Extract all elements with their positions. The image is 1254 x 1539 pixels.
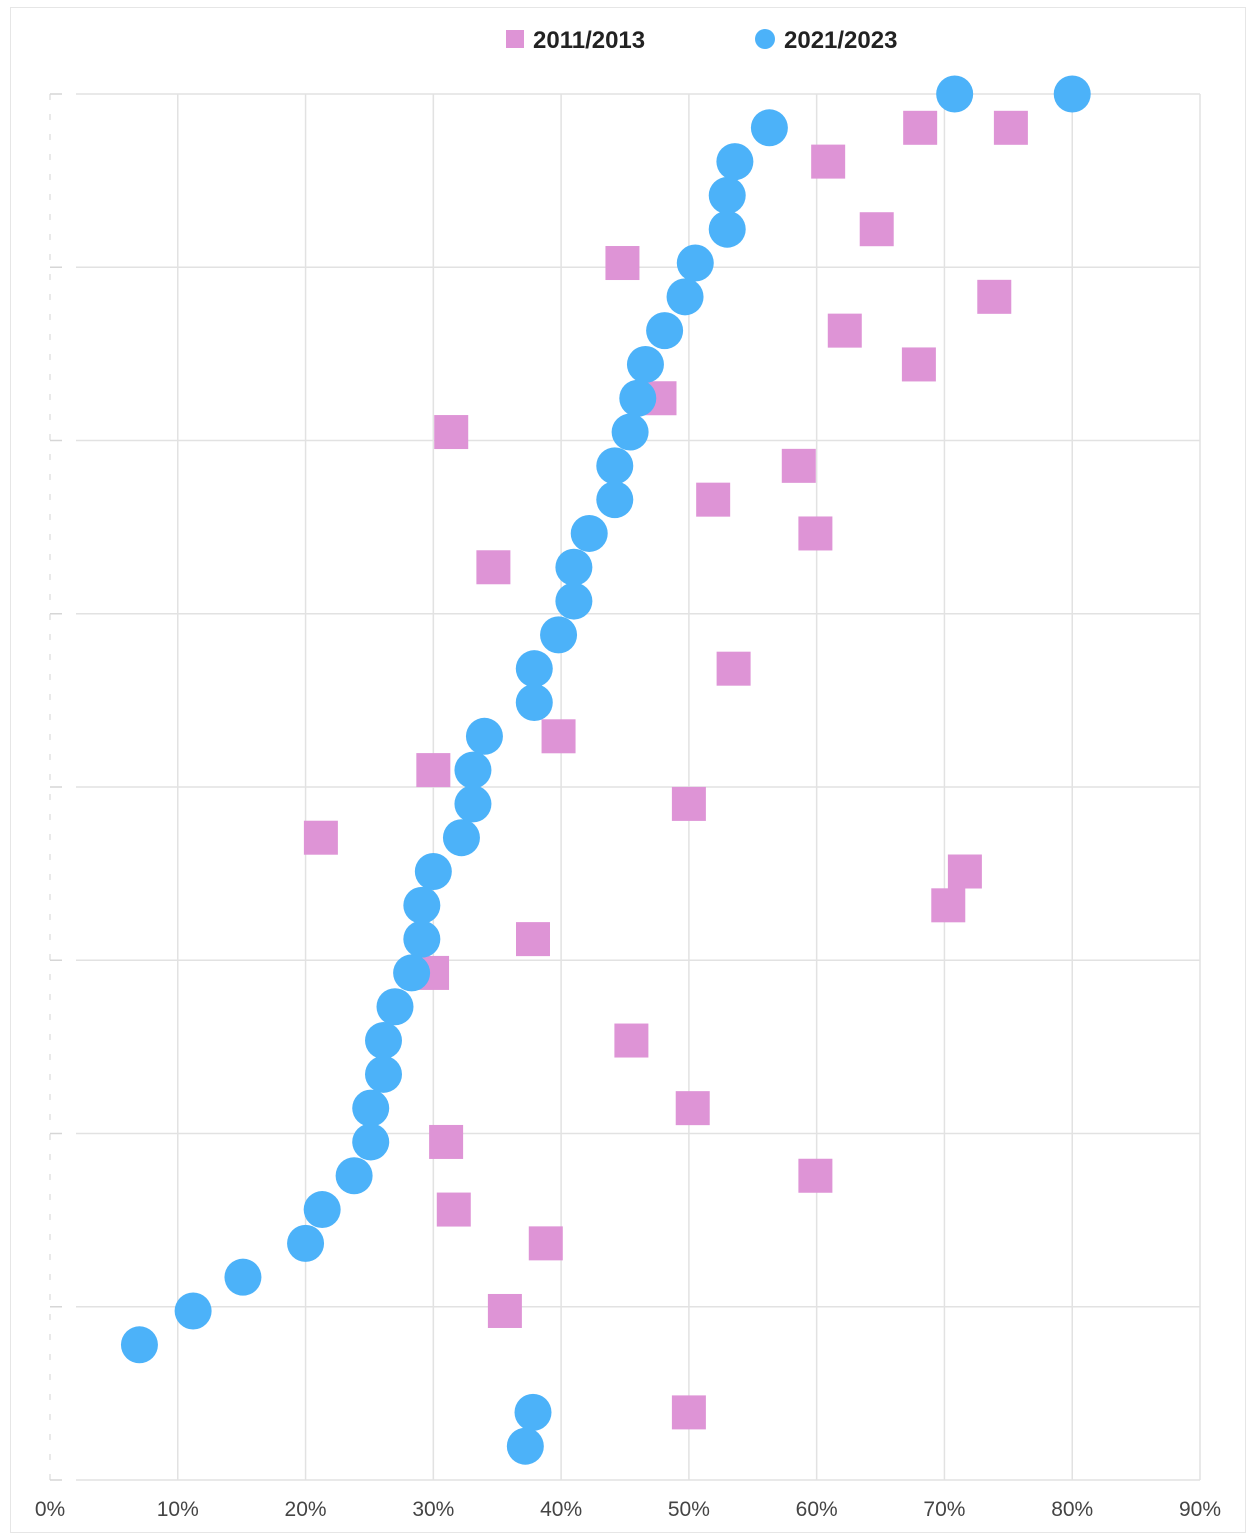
- data-point-2021-2023: [555, 548, 593, 586]
- data-point-2021-2023: [1053, 75, 1091, 113]
- data-point-2021-2023: [708, 210, 746, 248]
- data-point-2011-2013: [516, 922, 550, 957]
- data-point-2011-2013: [614, 1023, 649, 1058]
- data-point-2011-2013: [303, 820, 338, 855]
- data-point-2021-2023: [750, 109, 788, 147]
- data-point-2021-2023: [666, 278, 704, 316]
- data-point-2021-2023: [646, 312, 684, 350]
- data-point-2011-2013: [859, 212, 894, 247]
- data-point-2021-2023: [352, 1089, 390, 1127]
- data-point-2011-2013: [675, 1091, 710, 1126]
- data-point-2011-2013: [671, 1395, 706, 1430]
- x-tick-label: 10%: [157, 1498, 199, 1521]
- x-tick-label: 70%: [923, 1498, 965, 1521]
- legend-label-2021-2023: 2021/2023: [784, 27, 897, 54]
- data-point-2021-2023: [596, 447, 634, 485]
- data-point-2021-2023: [376, 988, 414, 1026]
- data-point-2021-2023: [540, 616, 578, 654]
- data-point-2021-2023: [626, 345, 664, 383]
- data-point-2011-2013: [931, 888, 966, 923]
- x-tick-label: 40%: [540, 1498, 582, 1521]
- data-point-2011-2013: [798, 516, 833, 551]
- x-tick-label: 90%: [1179, 1498, 1221, 1521]
- data-point-2011-2013: [947, 854, 982, 889]
- data-point-2011-2013: [903, 110, 938, 145]
- data-point-2021-2023: [414, 853, 452, 891]
- data-point-2021-2023: [676, 244, 714, 282]
- data-point-2011-2013: [416, 753, 451, 788]
- data-point-2011-2013: [798, 1158, 833, 1193]
- data-point-2011-2013: [487, 1293, 522, 1328]
- x-tick-label: 0%: [35, 1498, 65, 1521]
- data-point-2021-2023: [335, 1157, 373, 1195]
- data-point-2021-2023: [555, 582, 593, 620]
- data-point-2021-2023: [120, 1326, 158, 1364]
- data-point-2021-2023: [515, 650, 553, 688]
- data-point-2021-2023: [303, 1191, 341, 1229]
- x-axis-ticks: 0% 10% 20% 30% 40% 50% 60% 70% 80% 90%: [35, 1498, 1221, 1521]
- series-2011-2013: [303, 110, 1028, 1430]
- data-point-2021-2023: [465, 717, 503, 755]
- data-point-2021-2023: [936, 75, 974, 113]
- data-point-2011-2013: [541, 719, 576, 754]
- data-point-2021-2023: [454, 785, 492, 823]
- series-2021-2023: [120, 75, 1091, 1465]
- data-point-2021-2023: [611, 413, 649, 451]
- data-point-2021-2023: [403, 886, 441, 924]
- data-point-2011-2013: [476, 550, 511, 585]
- data-point-2011-2013: [696, 482, 731, 517]
- data-point-2021-2023: [393, 954, 431, 992]
- data-point-2011-2013: [716, 651, 751, 686]
- data-point-2011-2013: [671, 786, 706, 821]
- data-point-2021-2023: [174, 1292, 212, 1330]
- data-point-2021-2023: [352, 1123, 390, 1161]
- x-tick-label: 50%: [668, 1498, 710, 1521]
- data-point-2011-2013: [993, 110, 1028, 145]
- data-point-2021-2023: [287, 1224, 325, 1262]
- legend-swatch-2021-2023: [755, 29, 775, 49]
- x-tick-label: 80%: [1051, 1498, 1093, 1521]
- data-point-2021-2023: [596, 481, 634, 519]
- data-point-2011-2013: [811, 144, 846, 179]
- legend: 2011/2013 2021/2023: [506, 27, 897, 54]
- data-point-2021-2023: [365, 1022, 402, 1060]
- gridlines: [49, 93, 1201, 1481]
- data-point-2011-2013: [781, 448, 816, 483]
- x-tick-label: 30%: [412, 1498, 454, 1521]
- data-point-2011-2013: [434, 415, 469, 450]
- x-tick-label: 20%: [285, 1498, 327, 1521]
- legend-swatch-2011-2013: [506, 30, 524, 48]
- data-point-2021-2023: [514, 1393, 552, 1431]
- data-point-2021-2023: [506, 1427, 544, 1465]
- data-point-2021-2023: [365, 1055, 402, 1093]
- data-point-2021-2023: [619, 379, 657, 417]
- data-point-2011-2013: [528, 1226, 563, 1261]
- data-point-2021-2023: [716, 143, 754, 181]
- data-point-2021-2023: [708, 176, 746, 214]
- legend-label-2011-2013: 2011/2013: [533, 27, 645, 54]
- data-point-2011-2013: [436, 1192, 471, 1227]
- data-point-2021-2023: [570, 514, 608, 552]
- data-point-2021-2023: [442, 819, 480, 857]
- data-point-2011-2013: [429, 1124, 464, 1159]
- data-point-2021-2023: [454, 751, 492, 789]
- data-point-2011-2013: [827, 313, 862, 348]
- data-point-2011-2013: [605, 246, 640, 281]
- data-point-2021-2023: [224, 1258, 262, 1296]
- x-tick-label: 60%: [796, 1498, 838, 1521]
- data-point-2011-2013: [901, 347, 936, 382]
- data-point-2021-2023: [403, 920, 441, 958]
- data-point-2021-2023: [515, 683, 553, 721]
- data-point-2011-2013: [977, 279, 1012, 314]
